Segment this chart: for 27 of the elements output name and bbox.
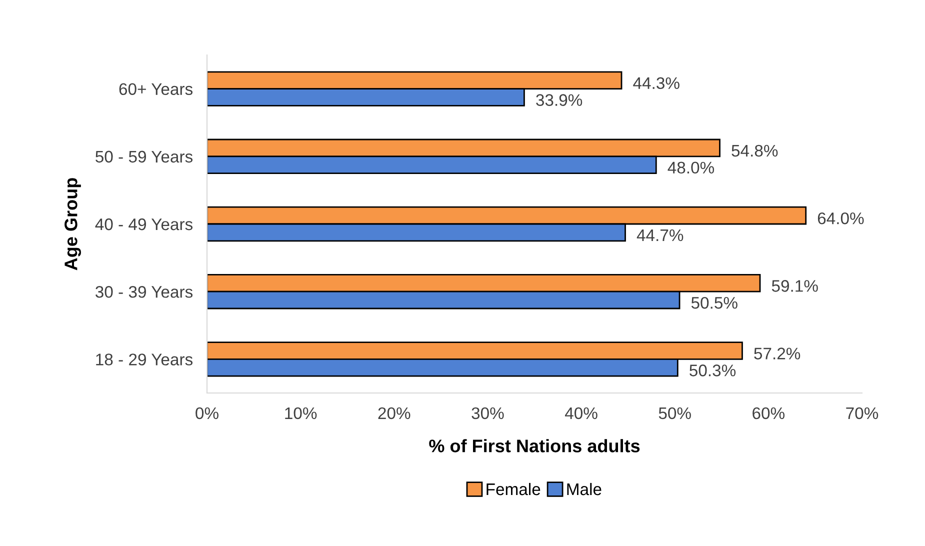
x-tick-label: 50% bbox=[658, 407, 691, 420]
y-tick-label: 60+ Years bbox=[119, 83, 193, 96]
data-label: 57.2% bbox=[754, 348, 800, 360]
data-label: 59.1% bbox=[772, 280, 818, 292]
data-label: 44.7% bbox=[636, 229, 684, 242]
data-label: 50.3% bbox=[690, 364, 736, 376]
data-label: 33.9% bbox=[536, 94, 582, 106]
y-tick-label: 18 - 29 Years bbox=[96, 354, 193, 366]
legend-label: Female bbox=[486, 482, 540, 496]
x-axis-title: % of First Nations adults bbox=[429, 439, 640, 452]
y-tick-label: 30 - 39 Years bbox=[96, 286, 193, 298]
data-label: 48.0% bbox=[668, 162, 714, 174]
legend-label: Male bbox=[567, 482, 602, 496]
data-label: 50.5% bbox=[691, 296, 738, 309]
x-tick-label: 20% bbox=[378, 407, 410, 420]
x-tick-label: 70% bbox=[846, 407, 878, 420]
y-axis-title: Age Group bbox=[64, 178, 81, 270]
y-tick-label: 50 - 59 Years bbox=[96, 150, 193, 163]
data-label: 64.0% bbox=[818, 212, 864, 224]
data-label: 44.3% bbox=[633, 77, 680, 90]
x-tick-label: 0% bbox=[196, 407, 218, 420]
x-tick-label: 10% bbox=[285, 407, 317, 420]
x-tick-label: 30% bbox=[472, 407, 504, 420]
x-tick-label: 60% bbox=[752, 407, 785, 420]
y-tick-label: 40 - 49 Years bbox=[95, 218, 193, 230]
data-label: 54.8% bbox=[732, 144, 778, 157]
x-tick-label: 40% bbox=[564, 407, 598, 420]
